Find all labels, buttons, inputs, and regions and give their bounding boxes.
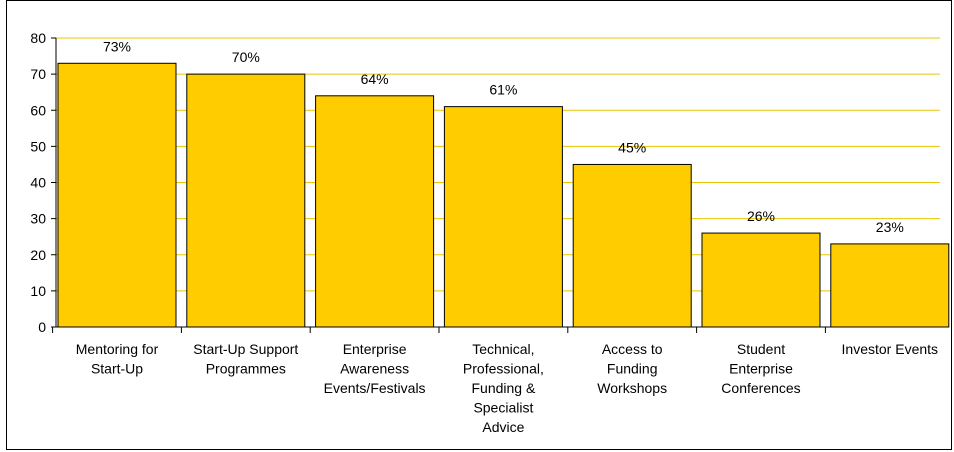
bars xyxy=(57,62,950,328)
x-category-label: Mentoring for xyxy=(76,341,159,357)
y-tick-label: 70 xyxy=(30,66,46,82)
data-label: 61% xyxy=(489,82,517,98)
x-category-label: Funding xyxy=(607,361,658,377)
data-label: 23% xyxy=(876,219,904,235)
x-category-label: Programmes xyxy=(206,361,286,377)
x-category-label: Access to xyxy=(602,341,663,357)
bar xyxy=(701,232,821,328)
x-category-label: Funding & xyxy=(471,380,535,396)
x-category-label: Start-Up xyxy=(91,361,143,377)
y-tick-label: 60 xyxy=(30,102,46,118)
bar xyxy=(830,243,950,328)
x-category-label: Start-Up Support xyxy=(193,341,298,357)
x-category-label: Specialist xyxy=(473,400,533,416)
x-category-label: Enterprise xyxy=(343,341,407,357)
y-tick-label: 10 xyxy=(30,283,46,299)
bar xyxy=(443,106,563,328)
x-category-label: Enterprise xyxy=(729,361,793,377)
x-category-label: Workshops xyxy=(597,380,667,396)
x-category-label: Professional, xyxy=(463,361,544,377)
data-label: 73% xyxy=(103,38,131,54)
data-label: 45% xyxy=(618,139,646,155)
x-category-label: Investor Events xyxy=(842,341,939,357)
x-category-label: Awareness xyxy=(340,361,409,377)
y-tick-label: 30 xyxy=(30,211,46,227)
bar xyxy=(186,73,306,328)
y-tick-label: 20 xyxy=(30,247,46,263)
y-tick-label: 80 xyxy=(30,30,46,46)
data-label: 64% xyxy=(361,71,389,87)
x-category-label: Student xyxy=(737,341,785,357)
y-tick-label: 40 xyxy=(30,175,46,191)
x-category-label: Technical, xyxy=(472,341,534,357)
y-tick-label: 50 xyxy=(30,138,46,154)
x-category-label: Conferences xyxy=(721,380,800,396)
x-category-label: Advice xyxy=(482,419,524,435)
bar xyxy=(315,95,435,328)
data-label: 70% xyxy=(232,49,260,65)
data-label: 26% xyxy=(747,208,775,224)
bar xyxy=(57,62,177,328)
axes xyxy=(51,37,940,333)
bar xyxy=(572,163,692,328)
x-category-label: Events/Festivals xyxy=(324,380,426,396)
labels: 0 10 20 30 40 50 60 70 80 73% Mentoring for Start-U… xyxy=(30,30,938,435)
y-tick-label: 0 xyxy=(38,319,46,335)
